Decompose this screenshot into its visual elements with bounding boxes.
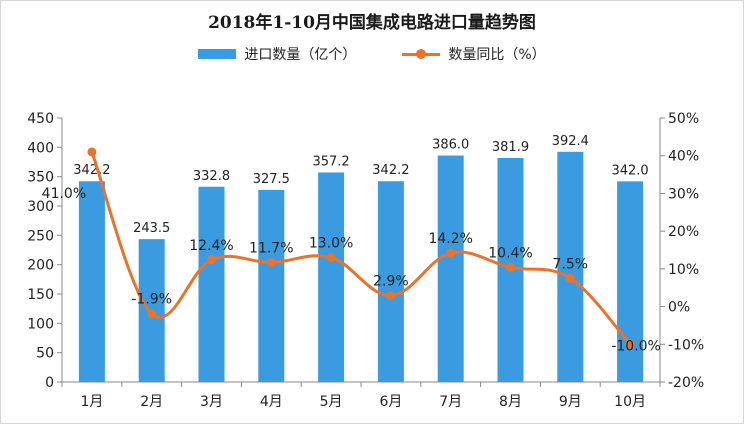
legend-item-line: 数量同比（%） xyxy=(402,44,546,64)
bar-value-label: 342.0 xyxy=(611,163,648,178)
y-right-tick-label: -10% xyxy=(668,337,704,353)
y-right-tick-label: 50% xyxy=(668,111,699,127)
y-left-tick-label: 450 xyxy=(27,111,54,127)
legend-line-swatch xyxy=(402,49,441,59)
x-tick-label: 8月 xyxy=(499,394,522,410)
bar-value-label: 342.2 xyxy=(372,163,409,178)
bar-value-label: 332.8 xyxy=(193,169,230,184)
bar xyxy=(557,151,584,382)
x-tick-label: 5月 xyxy=(320,394,343,410)
chart-axes: 0 50 100 150 200 250 300 350 400 450 -20% -10% 0% 10%… xyxy=(27,111,704,391)
line-value-label: 10.4% xyxy=(488,245,532,261)
x-tick-label: 2月 xyxy=(140,394,163,410)
line-point xyxy=(565,273,575,283)
x-tick-label: 7月 xyxy=(439,394,462,410)
bar xyxy=(318,172,345,382)
legend-line-label: 数量同比（%） xyxy=(448,47,546,63)
line-value-label: 41.0% xyxy=(42,186,86,202)
bar-value-label: 392.4 xyxy=(552,134,589,149)
x-tick-label: 6月 xyxy=(379,394,402,410)
bar-series xyxy=(78,151,644,382)
bar-value-label: 386.0 xyxy=(432,138,469,153)
bar-value-label: 327.5 xyxy=(253,172,290,187)
chart-title: 2018年1-10月中国集成电路进口量趋势图 xyxy=(208,13,536,33)
y-right-tick-label: 10% xyxy=(668,262,699,278)
line-value-label: 11.7% xyxy=(249,240,293,256)
legend-bar-label: 进口数量（亿个） xyxy=(244,47,357,63)
y-right-tick-label: 0% xyxy=(668,300,690,316)
y-right-tick-label: 40% xyxy=(668,149,699,165)
line-value-label: -10.0% xyxy=(611,338,661,354)
y-right-tick-label: 30% xyxy=(668,186,699,202)
y-left-tick-label: 100 xyxy=(27,316,54,332)
line-point xyxy=(207,255,216,265)
line-point xyxy=(147,309,157,319)
x-tick-label: 3月 xyxy=(200,394,223,410)
line-point xyxy=(446,248,456,258)
y-right-tick-label: -20% xyxy=(668,375,704,391)
legend-bar-swatch xyxy=(198,49,237,59)
legend-item-bar: 进口数量（亿个） xyxy=(198,44,356,64)
line-value-labels: 41.0% -1.9% 12.4% 11.7% 13.0% 2.9% 14.2% 10.4% 7… xyxy=(42,186,661,354)
bar xyxy=(258,189,285,382)
bar xyxy=(437,155,464,382)
bar-value-label: 243.5 xyxy=(133,221,170,236)
bar-value-label: 357.2 xyxy=(312,154,349,169)
bar-value-label: 342.2 xyxy=(73,163,110,178)
y-left-tick-label: 400 xyxy=(27,140,54,156)
line-value-label: 7.5% xyxy=(553,256,589,272)
x-tick-label: 9月 xyxy=(559,394,582,410)
y-right-tick-label: 20% xyxy=(668,224,699,240)
x-tick-label: 10月 xyxy=(614,394,646,410)
line-value-label: 12.4% xyxy=(189,238,233,254)
y-left-tick-label: 50 xyxy=(36,346,54,362)
chart-legend: 进口数量（亿个） 数量同比（%） xyxy=(0,44,744,64)
bar-value-label: 381.9 xyxy=(492,140,529,155)
line-value-label: 14.2% xyxy=(428,231,472,247)
y-left-tick-label: 0 xyxy=(45,375,54,391)
line-point xyxy=(87,147,97,157)
legend-line-marker xyxy=(416,49,427,59)
y-left-tick-label: 300 xyxy=(27,199,54,215)
bar xyxy=(198,186,225,382)
x-tick-label: 4月 xyxy=(260,394,283,410)
bar xyxy=(78,181,105,382)
x-tick-label: 1月 xyxy=(80,394,103,410)
line-point xyxy=(625,339,635,349)
bar-value-labels: 342.2 243.5 332.8 327.5 357.2 342.2 386.0 381.9… xyxy=(73,134,648,236)
line-point xyxy=(506,262,515,272)
line-point xyxy=(386,291,396,301)
y-left-tick-label: 350 xyxy=(27,170,54,186)
line-value-label: 2.9% xyxy=(373,274,409,290)
line-series xyxy=(87,147,635,349)
y-left-tick-label: 200 xyxy=(27,258,54,274)
line-value-label: 13.0% xyxy=(309,236,353,252)
line-point xyxy=(326,253,336,263)
line-point xyxy=(266,257,276,267)
bar xyxy=(377,181,404,382)
line-value-label: -1.9% xyxy=(131,292,172,308)
x-tick-labels: 1月 2月 3月 4月 5月 6月 7月 8月 9月 10月 xyxy=(80,394,646,410)
y-left-tick-label: 150 xyxy=(27,287,54,303)
yoy-line xyxy=(90,151,632,346)
y-left-tick-label: 250 xyxy=(27,228,54,244)
